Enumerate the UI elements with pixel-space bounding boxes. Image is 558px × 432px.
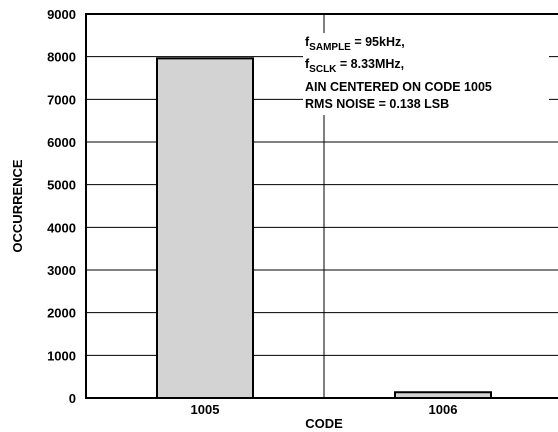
y-tick-label: 2000 (47, 306, 76, 321)
annotation-line-1: fSAMPLE = 95kHz, (305, 35, 405, 53)
x-tick-labels: 1005 1006 (191, 402, 458, 417)
y-tick-label: 9000 (47, 7, 76, 22)
annotation-line-4: RMS NOISE = 0.138 LSB (305, 97, 449, 111)
annotation-background (303, 33, 549, 115)
y-tick-label: 8000 (47, 50, 76, 65)
y-tick-labels: 0 1000 2000 3000 4000 5000 6000 7000 8000 9000 (47, 7, 76, 406)
x-tick-label: 1006 (429, 402, 458, 417)
y-tick-label: 4000 (47, 220, 76, 235)
y-tick-label: 6000 (47, 135, 76, 150)
bars (156, 57, 492, 400)
x-tick-label: 1005 (191, 402, 220, 417)
annotation-block: fSAMPLE = 95kHz, fSCLK = 8.33MHz, AIN CE… (303, 33, 549, 115)
y-axis-title: OCCURRENCE (10, 159, 25, 253)
y-tick-label: 1000 (47, 348, 76, 363)
annotation-line-2: fSCLK = 8.33MHz, (305, 57, 404, 75)
x-axis-title: CODE (305, 416, 343, 431)
bar-1005 (156, 57, 254, 400)
plot-frame (85, 13, 558, 399)
y-tick-label: 0 (69, 391, 76, 406)
y-tick-label: 7000 (47, 92, 76, 107)
y-tick-label: 3000 (47, 263, 76, 278)
annotation-line-3: AIN CENTERED ON CODE 1005 (305, 80, 492, 94)
y-tick-label: 5000 (47, 178, 76, 193)
